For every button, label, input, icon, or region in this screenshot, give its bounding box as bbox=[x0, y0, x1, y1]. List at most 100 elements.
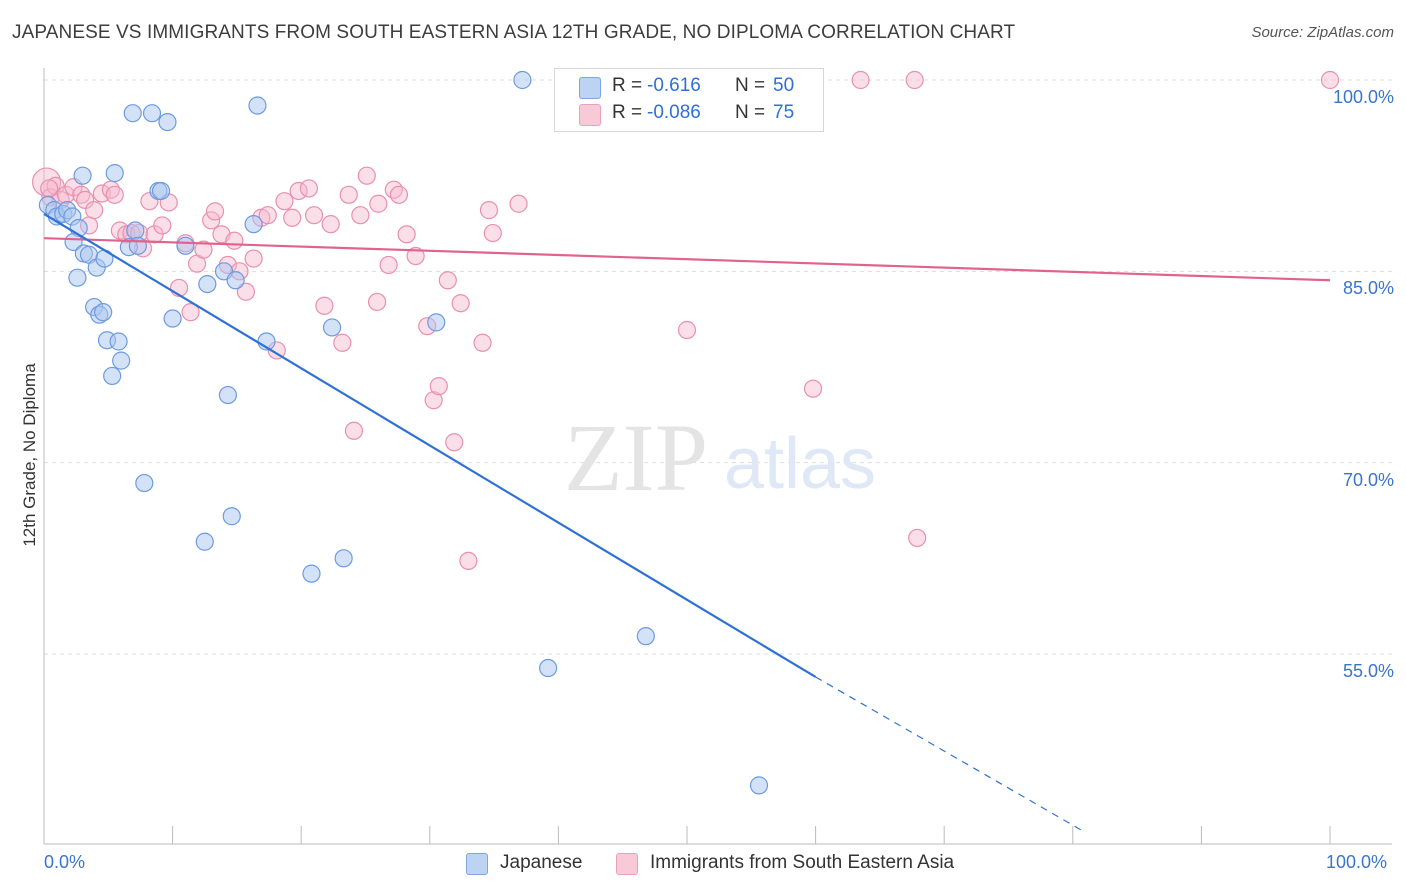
legend-swatch-pink bbox=[579, 104, 601, 126]
blue-point bbox=[195, 532, 214, 551]
blue-point bbox=[64, 232, 83, 252]
blue-trend-extension bbox=[815, 676, 1086, 834]
pink-point bbox=[244, 249, 263, 268]
blue-point bbox=[68, 268, 87, 287]
pink-trend-line bbox=[43, 237, 1331, 282]
pink-point bbox=[194, 240, 213, 259]
pink-point bbox=[299, 179, 319, 198]
pink-point bbox=[851, 70, 870, 90]
pink-point bbox=[153, 216, 172, 235]
blue-point bbox=[198, 274, 217, 294]
blue-point bbox=[218, 385, 237, 405]
blue-trend-line bbox=[43, 212, 817, 678]
pink-point bbox=[275, 192, 294, 211]
trend-lines bbox=[43, 212, 1331, 834]
chart-title: JAPANESE VS IMMIGRANTS FROM SOUTH EASTER… bbox=[12, 22, 1016, 43]
blue-point bbox=[539, 658, 558, 678]
pink-point bbox=[258, 206, 277, 225]
blue-point bbox=[109, 332, 128, 351]
pink-point bbox=[479, 201, 499, 220]
pink-point bbox=[344, 421, 364, 440]
blue-point bbox=[112, 351, 131, 370]
legend-r-label: R = bbox=[612, 75, 643, 96]
blue-point bbox=[123, 104, 142, 123]
series-swatch-pink bbox=[616, 853, 638, 875]
pink-point bbox=[181, 303, 200, 322]
pink-point bbox=[76, 190, 95, 210]
y-tick-label: 100.0% bbox=[1332, 87, 1394, 107]
blue-point bbox=[158, 112, 177, 132]
pink-point bbox=[333, 333, 352, 352]
source-label: Source: ZipAtlas.com bbox=[1251, 24, 1394, 41]
pink-point bbox=[225, 231, 244, 250]
pink-point bbox=[429, 377, 448, 396]
series-label-japanese: Japanese bbox=[500, 852, 583, 873]
legend-n-value: 50 bbox=[773, 75, 795, 96]
legend-n-label: N = bbox=[735, 75, 766, 96]
pink-point bbox=[445, 433, 464, 452]
pink-point bbox=[40, 179, 59, 198]
y-tick-label: 55.0% bbox=[1342, 661, 1394, 681]
y-tick-label: 85.0% bbox=[1342, 278, 1394, 299]
blue-point bbox=[126, 221, 145, 240]
pink-point bbox=[424, 391, 443, 410]
blue-point bbox=[151, 181, 171, 201]
blue-point bbox=[105, 164, 124, 183]
blue-point bbox=[163, 309, 182, 328]
blue-point bbox=[176, 236, 195, 255]
pink-point bbox=[304, 206, 324, 225]
pink-point bbox=[205, 202, 225, 221]
pink-point bbox=[1320, 70, 1340, 90]
legend-swatch-blue bbox=[579, 77, 601, 99]
blue-point bbox=[142, 104, 162, 123]
blue-point bbox=[334, 549, 353, 568]
correlation-legend: R = -0.616 N = 50 R = -0.086 N = 75 bbox=[554, 68, 824, 132]
pink-point bbox=[379, 255, 398, 275]
blue-point bbox=[128, 236, 147, 255]
pink-point bbox=[92, 184, 111, 203]
watermark: ZIP atlas bbox=[564, 404, 876, 511]
blue-point bbox=[302, 564, 321, 583]
legend-r-label: R = bbox=[612, 102, 643, 123]
blue-point bbox=[103, 366, 122, 386]
pink-point bbox=[406, 246, 425, 266]
blue-point bbox=[749, 776, 769, 795]
blue-point bbox=[226, 271, 245, 290]
pink-point bbox=[389, 185, 409, 204]
pink-point bbox=[105, 185, 124, 204]
legend-r-value: -0.086 bbox=[647, 102, 701, 123]
blue-point bbox=[135, 473, 154, 493]
pink-point bbox=[315, 296, 334, 315]
pink-point bbox=[677, 320, 697, 340]
x-tick-min: 0.0% bbox=[44, 852, 86, 872]
legend-n-value: 75 bbox=[773, 102, 795, 123]
pink-point bbox=[357, 166, 376, 185]
series-label-immigrants: Immigrants from South Eastern Asia bbox=[650, 852, 955, 873]
pink-point bbox=[384, 180, 403, 199]
pink-point bbox=[509, 194, 528, 213]
pink-point bbox=[202, 211, 221, 230]
pink-point bbox=[803, 379, 823, 398]
blue-point bbox=[513, 70, 532, 90]
pink-point bbox=[351, 206, 370, 225]
blue-point bbox=[248, 96, 267, 115]
blue-point bbox=[322, 318, 342, 337]
blue-point bbox=[94, 303, 113, 322]
blue-point bbox=[222, 507, 241, 526]
series-swatch-blue bbox=[466, 853, 488, 875]
pink-point bbox=[905, 70, 924, 90]
x-tick-max: 100.0% bbox=[1326, 852, 1388, 872]
pink-point bbox=[283, 208, 302, 227]
pink-point bbox=[236, 282, 256, 301]
blue-point bbox=[244, 215, 263, 234]
pink-point bbox=[85, 201, 104, 220]
pink-point bbox=[321, 215, 340, 234]
watermark-zip: ZIP bbox=[564, 404, 708, 511]
blue-point bbox=[427, 313, 446, 332]
blue-point bbox=[636, 627, 655, 646]
y-tick-label: 70.0% bbox=[1342, 469, 1394, 490]
pink-point bbox=[438, 271, 457, 290]
pink-point bbox=[397, 225, 416, 244]
pink-series-points bbox=[31, 70, 1340, 570]
pink-point bbox=[451, 294, 470, 313]
